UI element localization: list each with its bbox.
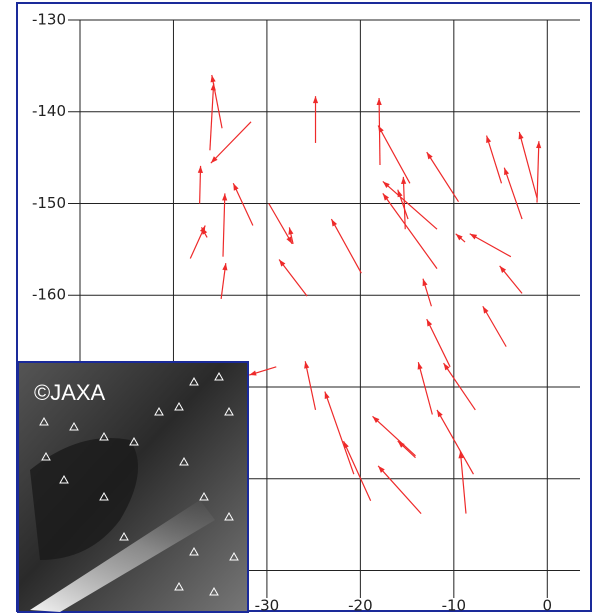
y-tick-label: -150 [32, 194, 66, 212]
x-tick-label: 0 [543, 597, 553, 615]
y-tick-label: -160 [32, 286, 66, 304]
x-tick-label: -10 [442, 597, 467, 615]
y-tick-label: -140 [32, 102, 66, 120]
x-tick-label: -30 [255, 597, 280, 615]
inset-photo: ©JAXA [18, 362, 248, 612]
chart: -130-140-150-160-170-180-190-40-30-20-10… [0, 0, 594, 615]
x-tick-label: -20 [348, 597, 373, 615]
y-tick-label: -130 [32, 11, 66, 29]
credit: ©JAXA [34, 380, 106, 405]
